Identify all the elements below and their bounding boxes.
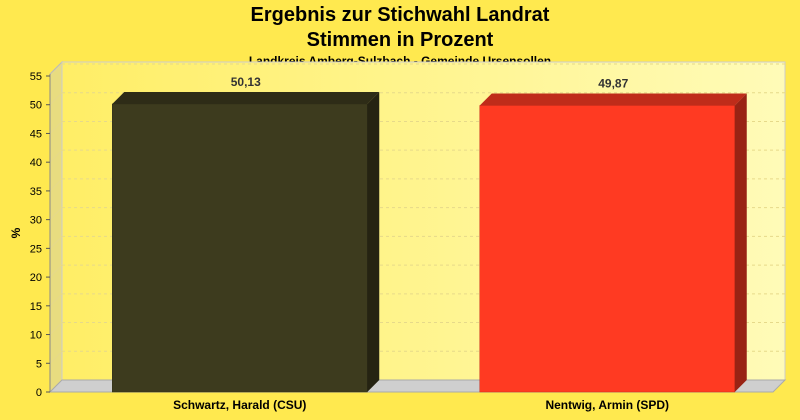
- chart-title: Ergebnis zur Stichwahl Landrat: [250, 4, 550, 26]
- grid-line-side: [49, 236, 63, 249]
- grid-line-side: [49, 350, 63, 364]
- bar-side: [734, 93, 747, 392]
- grid-line-side: [49, 178, 63, 192]
- grid-line-side: [49, 293, 63, 307]
- plot-left-wall: [49, 60, 63, 394]
- bar-front: [479, 105, 735, 393]
- grid-line-side: [49, 92, 63, 106]
- y-tick-label: 5: [36, 358, 42, 370]
- y-tick-label: 40: [30, 157, 42, 169]
- bar-1: [479, 93, 747, 393]
- y-axis: 0 5 10 15 20 25 30 35 40 45 50 55: [30, 71, 51, 399]
- y-axis-label: %: [9, 227, 23, 238]
- bar-value-label: 49,87: [598, 76, 628, 90]
- y-tick-label: 55: [30, 71, 42, 83]
- x-tick-label: Nentwig, Armin (SPD): [545, 398, 669, 412]
- y-tick-label: 45: [30, 128, 42, 140]
- x-axis: Schwartz, Harald (CSU) Nentwig, Armin (SP…: [173, 398, 669, 412]
- bar-top: [112, 91, 380, 104]
- y-tick-label: 15: [30, 301, 42, 313]
- y-tick-label: 10: [30, 330, 42, 342]
- grid-line-side: [49, 207, 63, 220]
- bar-0: [112, 91, 380, 393]
- grid-line-side: [49, 149, 63, 163]
- chart-subtitle: Stimmen in Prozent: [306, 29, 494, 51]
- y-tick-label: 25: [30, 243, 42, 255]
- bar-value-label: 50,13: [231, 75, 261, 89]
- bars: 50,13 49,87: [112, 75, 747, 393]
- grid-line-side: [49, 121, 63, 134]
- y-tick-label: 20: [30, 272, 42, 284]
- y-tick-label: 30: [30, 215, 42, 227]
- y-tick-label: 0: [36, 387, 42, 399]
- grid-line-side: [49, 63, 63, 77]
- y-tick-label: 50: [30, 100, 42, 112]
- grid-line-side: [49, 322, 63, 335]
- y-tick-label: 35: [30, 186, 42, 198]
- bar-side: [367, 91, 380, 393]
- grid-line-side: [49, 264, 63, 278]
- bar-top: [479, 93, 747, 106]
- bar-front: [112, 103, 368, 393]
- x-tick-label: Schwartz, Harald (CSU): [173, 398, 306, 412]
